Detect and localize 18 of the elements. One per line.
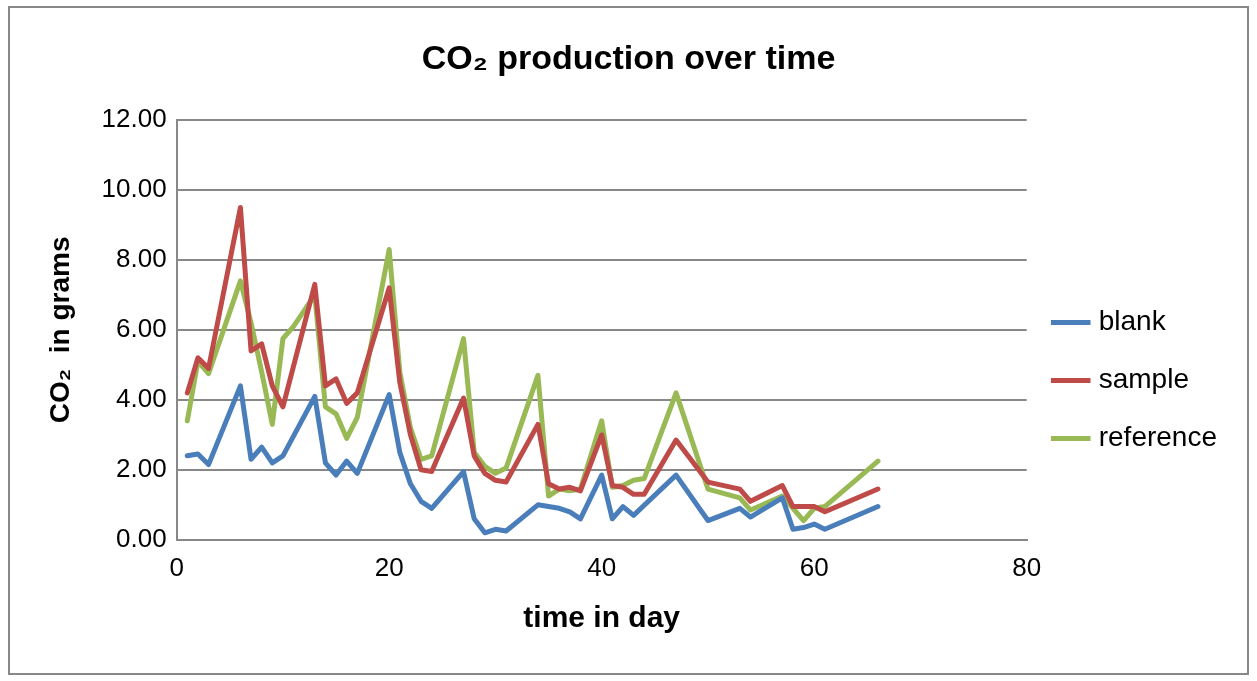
chart-title: CO₂ production over time [420, 38, 837, 77]
x-tick-label: 0 [169, 551, 184, 582]
legend-label: sample [1098, 363, 1189, 395]
y-tick-label: 0.00 [116, 522, 167, 553]
x-tick-label: 60 [799, 551, 829, 582]
y-tick-label: 10.00 [101, 173, 167, 204]
x-tick-label: 20 [374, 551, 404, 582]
legend-label: blank [1098, 305, 1167, 337]
y-tick-label: 2.00 [116, 453, 167, 484]
y-tick-label: 4.00 [116, 383, 167, 414]
x-tick-label: 40 [587, 551, 617, 582]
y-tick-label: 6.00 [116, 313, 167, 344]
y-tick-label: 12.00 [101, 103, 167, 134]
legend-label: reference [1098, 421, 1218, 453]
x-axis-title: time in day [523, 600, 681, 634]
x-tick-label: 80 [1012, 551, 1042, 582]
y-axis-title: CO₂ in grams [43, 236, 75, 424]
y-tick-label: 8.00 [116, 243, 167, 274]
